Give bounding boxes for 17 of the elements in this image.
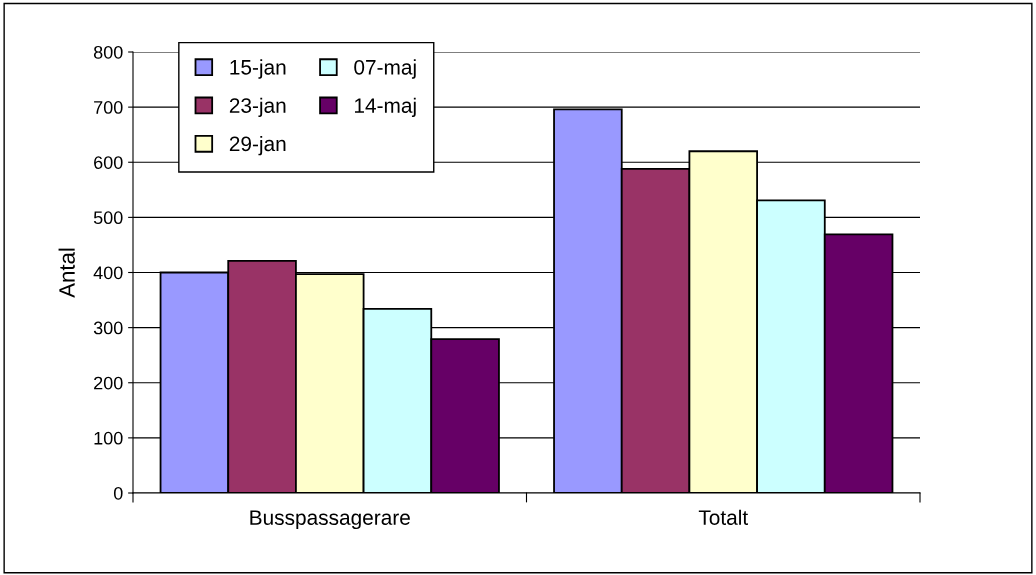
y-tick-label: 100 (94, 431, 123, 445)
y-axis-title: Antal (58, 248, 75, 298)
legend-label: 29-jan (229, 135, 286, 156)
y-tick-label: 400 (93, 266, 123, 280)
legend-label: 14-maj (354, 97, 416, 118)
x-tick-label: Busspassagerare (250, 510, 410, 530)
y-tick-label: 500 (93, 211, 123, 225)
x-tick-label: Totalt (698, 509, 748, 525)
y-tick-label: 800 (93, 45, 123, 59)
y-tick-label: 300 (93, 321, 123, 335)
legend-label: 15-jan (230, 59, 286, 79)
y-tick-label: 600 (94, 156, 123, 169)
y-tick-label: 200 (94, 376, 123, 390)
legend-label: 23-jan (229, 97, 286, 118)
y-tick-label: 700 (94, 101, 123, 114)
y-tick-label: 0 (113, 486, 123, 500)
legend-label: 07-maj (354, 59, 416, 79)
